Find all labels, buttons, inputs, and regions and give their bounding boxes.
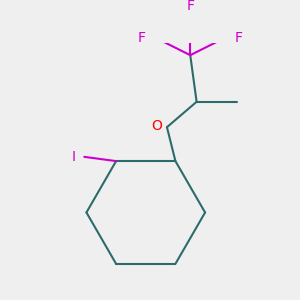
Text: F: F	[137, 31, 146, 45]
Text: I: I	[72, 150, 76, 164]
Text: F: F	[235, 31, 243, 45]
Text: F: F	[186, 0, 194, 14]
Text: O: O	[151, 119, 162, 133]
